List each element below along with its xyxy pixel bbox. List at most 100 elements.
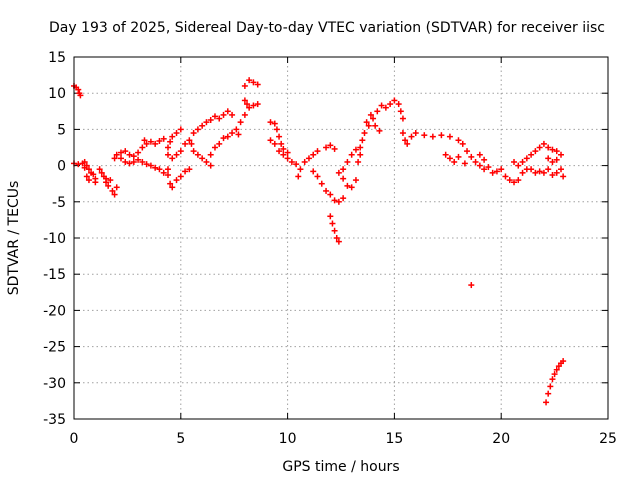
data-point xyxy=(229,130,236,137)
data-point xyxy=(241,97,248,104)
data-point xyxy=(489,169,496,176)
data-point xyxy=(164,151,171,158)
data-point xyxy=(327,142,334,149)
data-point xyxy=(472,158,479,165)
data-point xyxy=(335,198,342,205)
data-point xyxy=(340,175,347,182)
data-point xyxy=(250,102,257,109)
data-point xyxy=(297,166,304,173)
y-tick-label: 0 xyxy=(57,159,66,175)
data-point xyxy=(224,133,231,140)
data-point xyxy=(203,119,210,126)
data-point xyxy=(147,138,154,145)
data-point xyxy=(560,173,567,180)
data-point xyxy=(113,151,120,158)
data-point xyxy=(395,101,402,108)
data-point xyxy=(528,166,535,173)
data-point xyxy=(216,140,223,147)
data-point xyxy=(188,140,195,147)
data-point xyxy=(545,390,552,397)
data-point xyxy=(280,151,287,158)
data-point xyxy=(164,144,171,151)
data-point xyxy=(271,120,278,127)
data-point xyxy=(506,177,513,184)
data-point xyxy=(160,135,167,142)
data-point xyxy=(241,111,248,118)
data-point xyxy=(85,177,92,184)
chart-title: Day 193 of 2025, Sidereal Day-to-day VTE… xyxy=(49,20,605,36)
data-point xyxy=(244,101,251,108)
data-point xyxy=(113,184,120,191)
data-point xyxy=(186,137,193,144)
y-tick-label: 15 xyxy=(48,50,66,66)
data-point xyxy=(549,146,556,153)
data-point xyxy=(502,173,509,180)
data-point xyxy=(173,151,180,158)
data-point xyxy=(367,111,374,118)
data-point xyxy=(92,179,99,186)
data-point xyxy=(515,177,522,184)
data-point xyxy=(421,132,428,139)
data-point xyxy=(549,158,556,165)
data-point xyxy=(374,108,381,115)
x-tick-label: 0 xyxy=(70,431,79,447)
data-point xyxy=(314,173,321,180)
y-tick-label: -10 xyxy=(43,231,66,247)
data-point xyxy=(278,140,285,147)
data-point xyxy=(177,126,184,133)
data-point xyxy=(519,169,526,176)
data-point xyxy=(318,180,325,187)
data-point xyxy=(126,160,133,167)
data-point xyxy=(481,166,488,173)
data-point xyxy=(476,162,483,169)
data-point xyxy=(438,132,445,139)
y-tick-label: -35 xyxy=(43,412,66,428)
data-point xyxy=(560,358,567,365)
y-tick-label: -15 xyxy=(43,267,66,283)
data-point xyxy=(122,148,129,155)
data-point xyxy=(323,144,330,151)
data-point xyxy=(442,151,449,158)
data-point xyxy=(190,148,197,155)
data-point xyxy=(429,133,436,140)
data-point xyxy=(111,191,118,198)
data-point xyxy=(355,158,362,165)
data-point xyxy=(344,182,351,189)
data-point xyxy=(408,133,415,140)
data-point xyxy=(485,164,492,171)
data-point xyxy=(553,148,560,155)
data-point xyxy=(333,235,340,241)
data-point xyxy=(147,162,154,169)
data-point xyxy=(141,137,148,144)
data-point xyxy=(199,122,206,129)
data-point xyxy=(246,104,253,111)
data-point xyxy=(143,161,150,168)
data-point xyxy=(370,115,377,122)
data-point xyxy=(331,197,338,204)
data-point xyxy=(382,104,389,111)
data-point xyxy=(536,168,543,175)
data-point xyxy=(284,149,291,156)
data-point xyxy=(553,169,560,176)
data-point xyxy=(139,158,146,165)
data-point xyxy=(399,115,406,122)
data-point xyxy=(363,119,370,126)
data-point xyxy=(446,133,453,140)
data-point xyxy=(468,282,475,289)
data-point xyxy=(545,155,552,162)
x-tick-label: 20 xyxy=(492,431,510,447)
x-axis-label: GPS time / hours xyxy=(282,459,399,475)
data-point xyxy=(111,155,118,162)
data-point xyxy=(459,140,466,147)
data-point xyxy=(293,161,300,168)
data-point xyxy=(340,195,347,202)
data-point xyxy=(273,126,280,133)
data-point xyxy=(323,187,330,194)
data-point xyxy=(387,101,394,108)
data-point xyxy=(461,160,468,167)
data-point xyxy=(558,151,565,158)
data-point xyxy=(464,148,471,155)
data-point xyxy=(173,177,180,184)
data-point xyxy=(481,156,488,163)
